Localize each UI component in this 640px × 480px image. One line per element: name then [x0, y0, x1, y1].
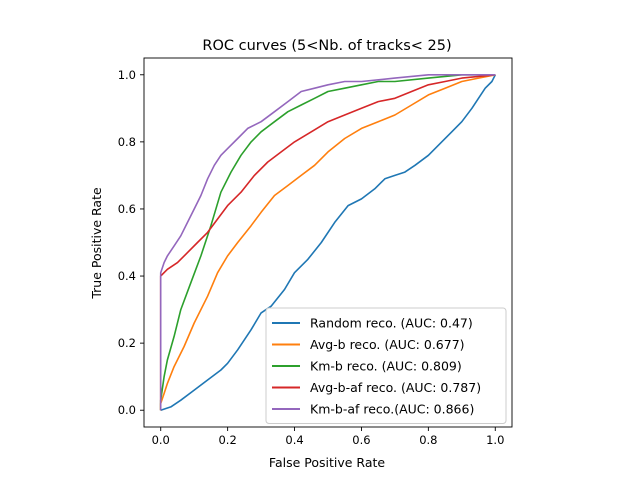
y-tick-label: 0.0: [118, 403, 136, 417]
x-tick-label: 0.0: [152, 433, 170, 447]
legend-label-1: Random reco. (AUC: 0.47): [310, 316, 473, 331]
series-line-3: [159, 74, 496, 411]
y-tick-label: 0.4: [118, 269, 136, 283]
x-tick-label: 0.4: [285, 433, 303, 447]
series-line-4: [159, 74, 496, 411]
series-line-2: [159, 74, 496, 411]
y-tick-label: 0.2: [118, 336, 136, 350]
legend-label-5: Km-b-af reco.(AUC: 0.866): [310, 402, 474, 417]
x-tick-label: 0.8: [419, 433, 437, 447]
series-line-1: [160, 74, 497, 411]
x-tick-label: 0.2: [218, 433, 236, 447]
legend-box: [265, 307, 507, 424]
y-tick-label: 0.6: [118, 202, 136, 216]
legend-label-2: Avg-b reco. (AUC: 0.677): [310, 337, 465, 352]
axes-frame: [143, 57, 513, 428]
series-line-5: [159, 74, 496, 411]
y-axis-label: True Positive Rate: [89, 187, 104, 300]
y-tick-label: 0.8: [118, 135, 136, 149]
y-tick-label: 1.0: [118, 68, 136, 82]
x-tick-label: 0.6: [352, 433, 370, 447]
legend: Random reco. (AUC: 0.47) Avg-b reco. (AUC…: [265, 307, 507, 424]
legend-label-4: Avg-b-af reco. (AUC: 0.787): [310, 380, 481, 395]
plot-area: 0.0 0.2 0.4 0.6 0.8 1.0 0.0 0.2 0.4 0.6 0.8 1.0: [118, 57, 513, 447]
x-axis-label: False Positive Rate: [269, 455, 385, 470]
chart-title: ROC curves (5<Nb. of tracks< 25): [202, 38, 451, 54]
x-tick-label: 1.0: [486, 433, 504, 447]
legend-label-3: Km-b reco. (AUC: 0.809): [310, 359, 462, 374]
